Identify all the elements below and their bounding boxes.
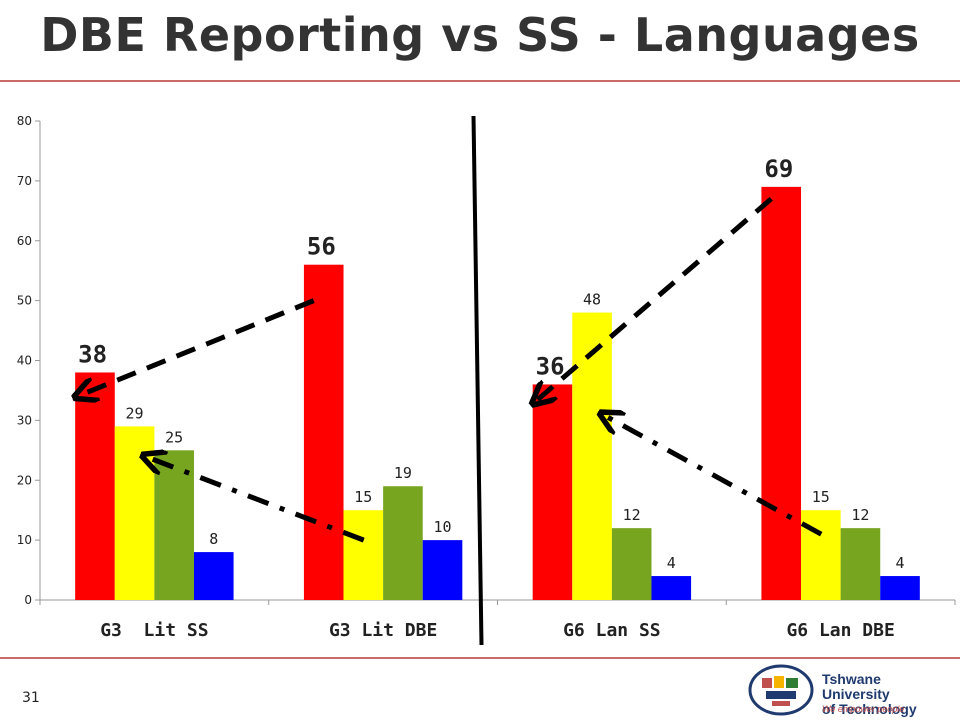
data-label: 56 [307,233,336,261]
y-tick-label: 50 [17,294,32,308]
bar-4-4 [880,576,920,600]
bar-4-2 [422,540,463,600]
university-crest-icon [748,664,814,716]
bar-1-3 [532,384,573,600]
data-label: 4 [896,554,905,572]
bar-4-3 [651,576,692,600]
y-tick-label: 30 [17,413,32,427]
slide-number: 31 [22,690,40,706]
category-label: G3 Lit SS [100,620,208,641]
data-label: 10 [433,518,451,536]
y-tick-label: 10 [17,533,32,547]
dashed-arrow [534,196,773,403]
group-divider-line [471,115,484,646]
data-label: 29 [126,404,144,422]
data-label: 4 [667,554,676,572]
data-label: 25 [165,428,183,446]
y-tick-label: 70 [17,174,32,188]
category-label: G6 Lan SS [563,620,661,641]
bar-3-4 [840,528,881,600]
bar-3-2 [383,486,423,600]
bar-2-2 [343,510,384,600]
y-tick-label: 80 [17,114,32,128]
bar-1-1 [75,372,115,600]
data-label: 15 [354,488,372,506]
y-tick-label: 60 [17,234,32,248]
top-accent-rule [0,80,960,82]
data-label: 19 [394,464,412,482]
dash-dot-arrow [602,414,823,537]
y-tick-label: 0 [24,593,32,607]
slide-title: DBE Reporting vs SS - Languages [40,8,920,62]
category-label: G6 Lan DBE [786,620,894,641]
category-label: G3 Lit DBE [329,620,437,641]
y-tick-label: 20 [17,473,32,487]
data-label: 48 [583,291,601,309]
data-label: 8 [209,530,218,548]
data-label: 12 [851,506,869,524]
data-label: 12 [623,506,641,524]
bar-1-4 [761,186,802,601]
bar-4-1 [193,552,234,600]
university-tagline: We empower people [822,704,905,714]
bar-1-2 [303,264,344,600]
data-label: 38 [78,340,107,368]
y-tick-label: 40 [17,354,32,368]
dash-dot-arrow [145,456,365,543]
bar-3-3 [611,528,652,600]
university-name: Tshwane University of Technology [822,671,917,717]
data-label: 69 [764,155,793,183]
bottom-accent-rule [0,657,960,659]
dashed-arrow [77,298,315,397]
university-logo: Tshwane University of Technology We empo… [748,664,948,717]
data-label: 36 [536,352,565,380]
bar-2-3 [572,312,612,600]
bar-3-1 [154,450,194,600]
bar-2-1 [114,426,155,600]
data-label: 15 [812,488,830,506]
